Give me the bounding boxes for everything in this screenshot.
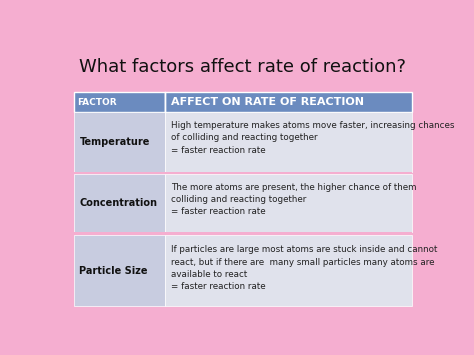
Text: If particles are large most atoms are stuck inside and cannot
react, but if ther: If particles are large most atoms are st… [171, 245, 437, 291]
Bar [74, 235, 165, 306]
Bar [74, 232, 412, 235]
Text: FACTOR: FACTOR [78, 98, 117, 106]
Bar [165, 235, 412, 306]
Text: Particle Size: Particle Size [80, 266, 148, 275]
Text: The more atoms are present, the higher chance of them
colliding and reacting tog: The more atoms are present, the higher c… [171, 183, 416, 217]
Text: What factors affect rate of reaction?: What factors affect rate of reaction? [80, 58, 406, 76]
Bar [74, 172, 412, 175]
Bar [165, 112, 412, 172]
Text: Concentration: Concentration [80, 198, 157, 208]
Text: AFFECT ON RATE OF REACTION: AFFECT ON RATE OF REACTION [171, 97, 364, 107]
Bar [165, 92, 412, 112]
Bar [74, 175, 165, 232]
Bar [165, 175, 412, 232]
Text: Temperature: Temperature [80, 137, 150, 147]
Bar [74, 112, 165, 172]
Text: High temperature makes atoms move faster, increasing chances
of colliding and re: High temperature makes atoms move faster… [171, 121, 454, 154]
Bar [74, 92, 165, 112]
